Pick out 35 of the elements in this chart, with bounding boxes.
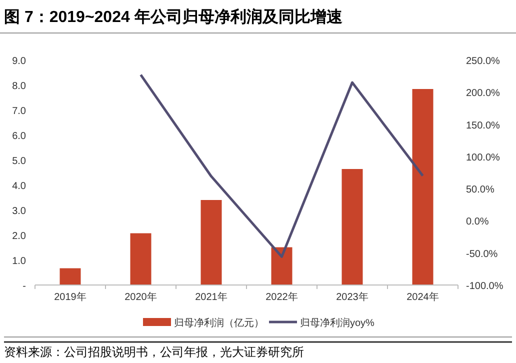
y2-tick-label: 150.0%	[466, 120, 500, 132]
y-tick-label: 1.0	[12, 256, 26, 267]
y-tick-label: 6.0	[12, 131, 26, 142]
y2-tick-label: 250.0%	[466, 56, 500, 67]
legend-label: 归母净利润yoy%	[300, 317, 375, 329]
text: 资料来源：公司招股说明书，公司年报，光大证券研究所	[4, 345, 304, 359]
y-tick-label: 9.0	[12, 56, 26, 67]
y2-tick-label: 0.0%	[466, 216, 489, 228]
y2-tick-label: 200.0%	[466, 88, 500, 100]
x-tick-label: 2020年	[124, 291, 157, 303]
x-tick-label: 2022年	[266, 291, 298, 303]
x-tick-label: 2023年	[336, 291, 368, 303]
x-tick-label: 2019年	[54, 291, 86, 303]
line-series	[140, 74, 424, 258]
x-tick-label: 2021年	[195, 291, 228, 303]
bar	[200, 200, 222, 285]
y2-tick-label: -50.0%	[466, 248, 498, 260]
y-tick-label: -	[22, 281, 26, 292]
bar	[412, 89, 434, 285]
bar	[342, 169, 363, 285]
y-tick-label: 2.0	[12, 231, 26, 242]
y2-tick-label: -100.0%	[466, 281, 504, 292]
chart-title: 图 7：2019~2024 年公司归母净利润及同比增速	[4, 8, 344, 26]
x-tick-label: 2024年	[406, 291, 439, 303]
y-tick-label: 3.0	[12, 206, 26, 217]
y-tick-label: 7.0	[12, 106, 26, 117]
bar	[271, 247, 292, 285]
y-tick-label: 5.0	[12, 156, 26, 167]
y2-tick-label: 50.0%	[466, 184, 494, 196]
legend-label: 归母净利润（亿元）	[174, 317, 264, 329]
y-tick-label: 8.0	[12, 81, 26, 92]
bar	[60, 268, 81, 285]
bar	[130, 233, 152, 285]
y2-tick-label: 100.0%	[466, 152, 500, 164]
y-tick-label: 4.0	[12, 181, 26, 192]
